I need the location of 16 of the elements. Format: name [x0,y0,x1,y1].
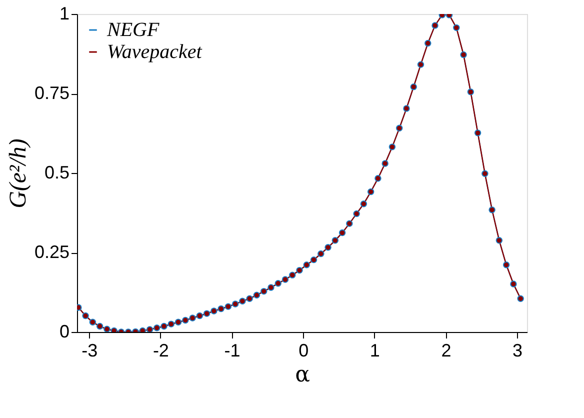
x-tick-label: -3 [82,340,98,360]
legend-label: NEGF [106,19,160,41]
x-tick-label: 0 [298,340,309,360]
y-axis-title: G(e²/h) [5,138,32,208]
y-tick-label: 0 [59,322,70,342]
x-tick-label: -2 [152,340,169,360]
legend-label: Wavepacket [107,41,202,63]
y-tick-label: 0.5 [44,162,70,182]
x-axis-title: α [295,362,310,388]
y-tick-label: 0.25 [34,242,70,262]
y-tick-label: 1 [59,4,70,24]
x-tick-label: 2 [441,340,452,360]
x-tick-label: -1 [224,340,240,360]
x-tick-label: 1 [370,340,380,360]
y-tick-label: 0.75 [34,83,70,103]
x-tick-label: 3 [512,340,523,360]
